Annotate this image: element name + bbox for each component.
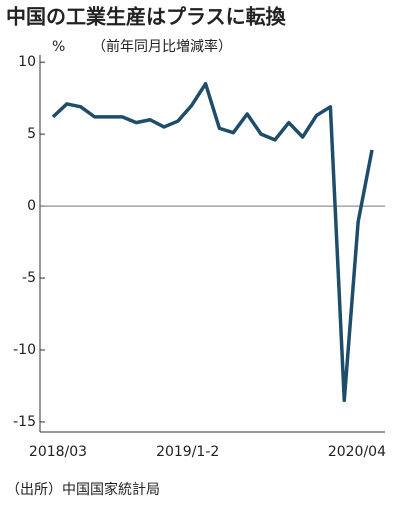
y-tick-label: -5 (22, 270, 36, 286)
y-tick-label: 0 (27, 198, 36, 214)
chart-title: 中国の工業生産はプラスに転換 (6, 5, 287, 29)
y-tick-label: 10 (18, 54, 36, 70)
subtitle: （前年同月比増減率） (92, 38, 232, 55)
y-axis-label: % (52, 39, 65, 55)
source: （出所）中国国家統計局 (6, 481, 160, 498)
x-tick-label: 2020/04 (328, 444, 386, 460)
y-tick-label: -10 (13, 342, 36, 358)
x-tick-label: 2019/1-2 (156, 444, 219, 460)
y-tick-label: 5 (27, 126, 36, 142)
data-line (51, 82, 374, 403)
y-tick-label: -15 (13, 414, 36, 430)
x-tick-label: 2018/03 (29, 444, 87, 460)
